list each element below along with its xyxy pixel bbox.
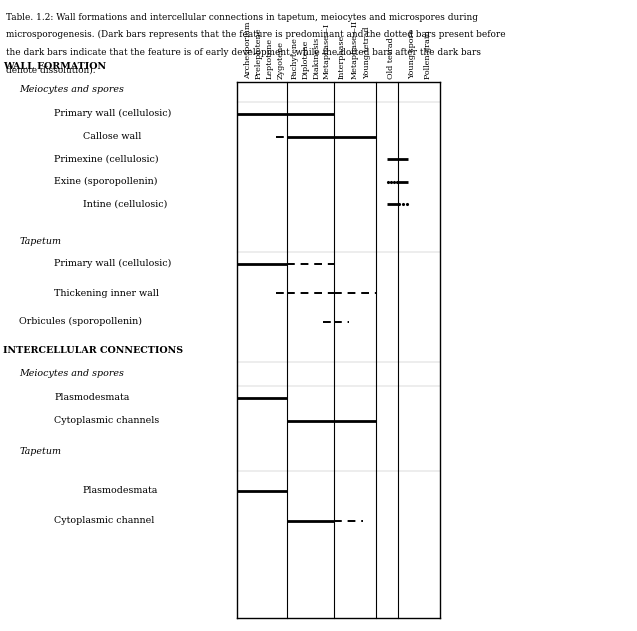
Text: Young spore: Young spore — [408, 29, 416, 79]
Text: the dark bars indicate that the feature is of early development, while the dotte: the dark bars indicate that the feature … — [6, 48, 482, 57]
Text: Interphase: Interphase — [338, 35, 346, 79]
Text: Exine (sporopollenin): Exine (sporopollenin) — [54, 177, 157, 186]
Text: Tapetum: Tapetum — [19, 237, 61, 245]
Text: Thickening inner wall: Thickening inner wall — [54, 289, 159, 298]
Text: Metaphase—I: Metaphase—I — [323, 23, 331, 79]
Text: Primary wall (cellulosic): Primary wall (cellulosic) — [54, 109, 171, 118]
Text: Intine (cellulosic): Intine (cellulosic) — [83, 199, 167, 208]
Text: Plasmodesmata: Plasmodesmata — [54, 393, 129, 402]
Text: Zygotene: Zygotene — [276, 41, 285, 79]
Text: Primexine (cellulosic): Primexine (cellulosic) — [54, 155, 159, 163]
Text: INTERCELLULAR CONNECTIONS: INTERCELLULAR CONNECTIONS — [3, 346, 183, 355]
Text: Archesporium: Archesporium — [244, 21, 252, 79]
Text: Pachytene: Pachytene — [290, 37, 299, 79]
Text: Pollen grain: Pollen grain — [424, 30, 432, 79]
Text: Diakinesis: Diakinesis — [312, 37, 320, 79]
Text: microsporogenesis. (Dark bars represents that the feature is predominant and the: microsporogenesis. (Dark bars represents… — [6, 30, 506, 39]
Text: Leptotene: Leptotene — [266, 38, 274, 79]
Text: Callose wall: Callose wall — [83, 133, 141, 141]
Text: Tapetum: Tapetum — [19, 447, 61, 456]
Text: Meiocytes and spores: Meiocytes and spores — [19, 85, 124, 94]
Text: Young tetrad: Young tetrad — [363, 27, 371, 79]
Text: Preleplotene: Preleplotene — [255, 27, 263, 79]
Text: WALL FORMATION: WALL FORMATION — [3, 62, 106, 71]
Text: Diplotene: Diplotene — [301, 40, 310, 79]
Text: Meiocytes and spores: Meiocytes and spores — [19, 369, 124, 378]
Text: Old tetrad: Old tetrad — [387, 37, 396, 79]
Text: Orbicules (sporopollenin): Orbicules (sporopollenin) — [19, 317, 142, 326]
Text: Table. 1.2: Wall formations and intercellular connections in tapetum, meiocytes : Table. 1.2: Wall formations and intercel… — [6, 13, 478, 21]
Text: Plasmodesmata: Plasmodesmata — [83, 487, 158, 495]
Text: Metaphase—II: Metaphase—II — [350, 20, 359, 79]
Text: Cytoplasmic channel: Cytoplasmic channel — [54, 516, 155, 525]
Text: denote dissolution).: denote dissolution). — [6, 66, 96, 74]
Text: Cytoplasmic channels: Cytoplasmic channels — [54, 416, 159, 425]
Text: Primary wall (cellulosic): Primary wall (cellulosic) — [54, 259, 171, 268]
